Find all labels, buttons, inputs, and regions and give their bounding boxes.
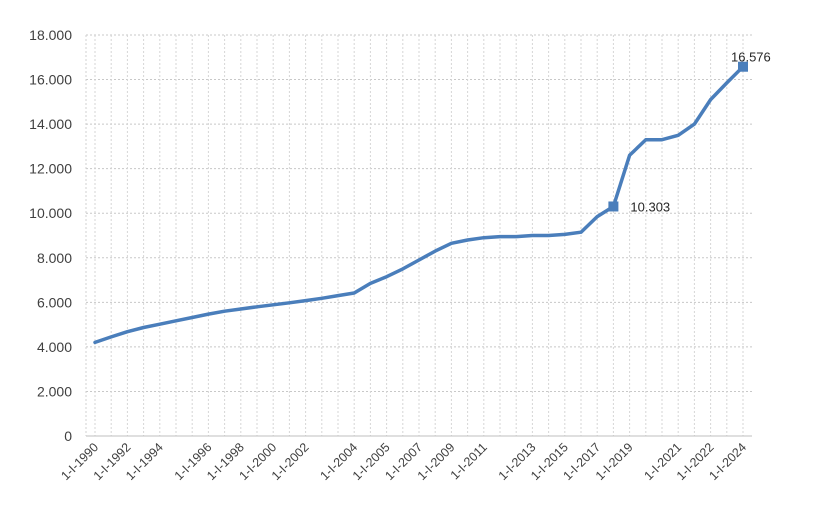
y-tick-label: 14.000 [29, 116, 72, 132]
y-tick-label: 8.000 [37, 250, 72, 266]
x-tick-label: 1-I-2011 [448, 440, 490, 482]
y-tick-label: 16.000 [29, 72, 72, 88]
y-tick-label: 12.000 [29, 161, 72, 177]
y-tick-label: 0 [64, 428, 72, 444]
data-marker [608, 201, 619, 212]
data-marker [738, 61, 748, 72]
data-label: 16.576 [731, 50, 771, 65]
data-label: 10.303 [630, 199, 670, 214]
y-tick-label: 18.000 [29, 27, 72, 43]
y-tick-label: 2.000 [37, 383, 72, 399]
y-tick-label: 10.000 [29, 205, 72, 221]
y-tick-label: 4.000 [37, 339, 72, 355]
series-line [93, 64, 745, 345]
y-tick-label: 6.000 [37, 294, 72, 310]
